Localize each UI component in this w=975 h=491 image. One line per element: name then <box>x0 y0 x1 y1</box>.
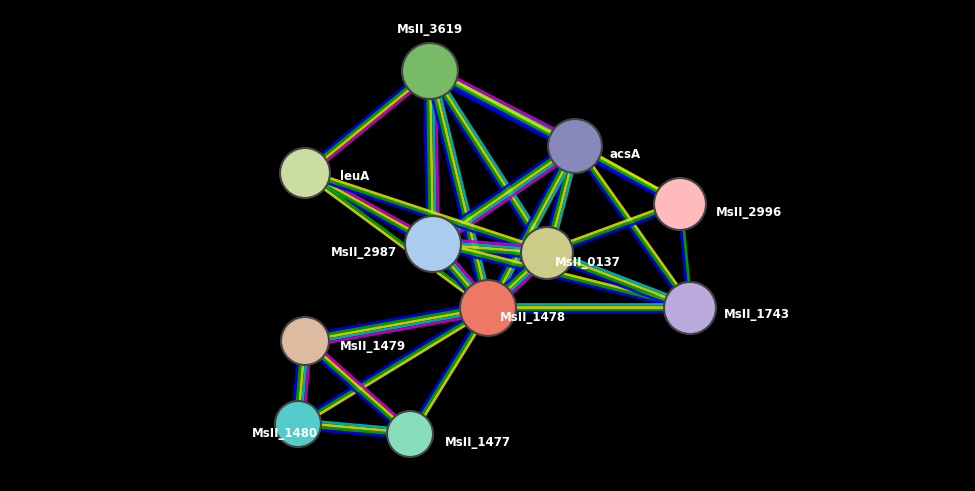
Text: MsII_2996: MsII_2996 <box>716 206 782 219</box>
Circle shape <box>280 148 330 198</box>
Text: MsII_3619: MsII_3619 <box>397 23 463 36</box>
Text: MsII_2987: MsII_2987 <box>331 246 397 259</box>
Text: MsII_1743: MsII_1743 <box>724 308 790 321</box>
Circle shape <box>460 280 516 336</box>
Circle shape <box>402 43 458 99</box>
Circle shape <box>521 227 573 279</box>
Text: MsII_1480: MsII_1480 <box>252 427 318 440</box>
Text: MsII_1478: MsII_1478 <box>500 311 566 324</box>
Text: MsII_1477: MsII_1477 <box>445 436 511 449</box>
Text: MsII_0137: MsII_0137 <box>555 256 621 269</box>
Circle shape <box>387 411 433 457</box>
Text: acsA: acsA <box>610 148 642 161</box>
Text: MsII_1479: MsII_1479 <box>340 340 407 353</box>
Circle shape <box>281 317 329 365</box>
Text: leuA: leuA <box>340 170 370 183</box>
Circle shape <box>275 401 321 447</box>
Circle shape <box>405 216 461 272</box>
Circle shape <box>664 282 716 334</box>
Circle shape <box>654 178 706 230</box>
Circle shape <box>548 119 602 173</box>
